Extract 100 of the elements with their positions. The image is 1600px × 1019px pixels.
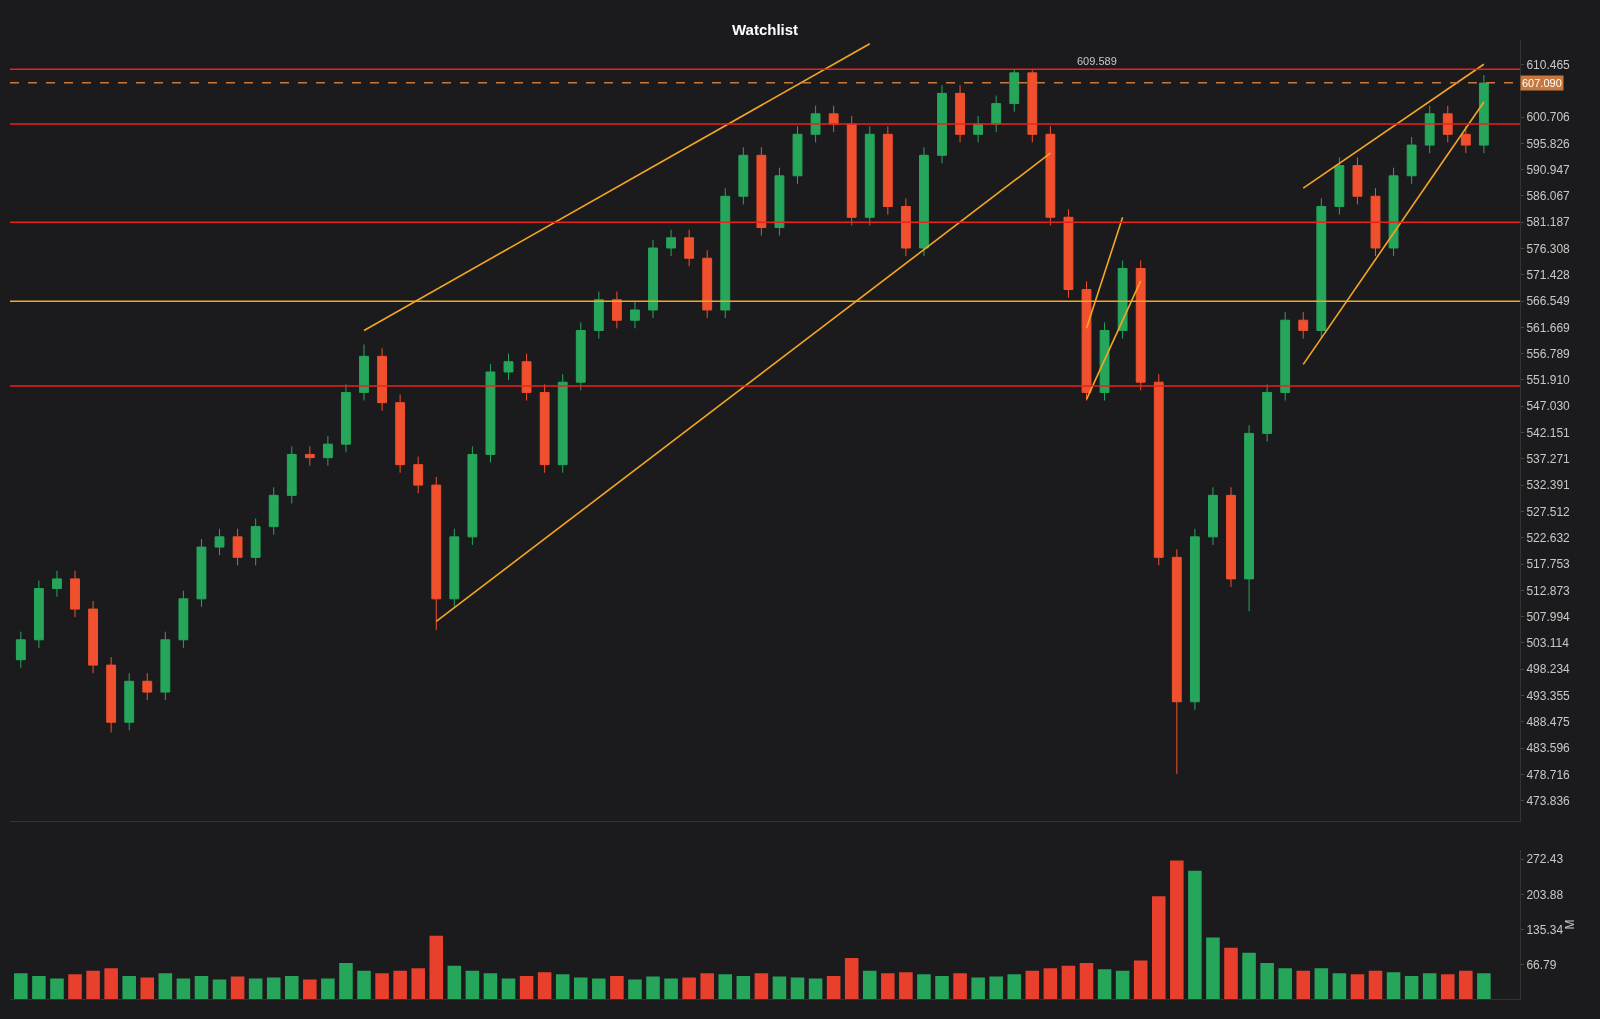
candlestick [1370,187,1381,257]
candlestick [684,229,695,267]
bar [1061,965,1076,999]
y-tick-label: 503.114 [1526,636,1570,651]
candlestick [485,363,496,463]
candlestick [33,580,44,649]
candlestick [1045,125,1056,226]
y-tick-label: 488.475 [1526,715,1571,730]
bar [899,972,913,999]
bar [1386,972,1401,999]
candlestick [810,105,821,143]
bar [321,978,335,999]
candlestick [1388,167,1399,257]
candlestick [828,105,839,133]
candlestick [973,115,984,143]
bar [537,972,552,999]
ref-line-label: 609.589 [1077,55,1117,67]
bar [429,935,444,999]
candlestick [864,125,875,226]
y-tick-label: 610.465 [1526,57,1571,72]
y-tick-label: 537.271 [1526,452,1571,467]
bar [646,976,660,999]
candlestick [611,291,622,329]
ref-line-label: 607.090 [1522,77,1562,89]
bar [212,979,227,999]
candlestick [1424,105,1435,154]
y-tick-label: 551.910 [1526,373,1571,388]
candlestick [1081,280,1092,402]
y-tick-label: 522.632 [1526,530,1571,545]
candlestick [593,291,604,340]
bar [610,975,624,999]
candlestick [900,197,911,257]
candlestick [955,84,965,143]
candlestick [286,445,297,504]
bar [194,975,209,999]
candlestick [377,347,388,412]
candlestick [846,115,857,226]
candlestick [1226,486,1236,588]
y-tick-label: 527.512 [1526,504,1571,519]
chart-title: Watchlist [732,21,799,38]
y-tick-label: 576.308 [1526,241,1571,256]
bar [411,968,425,999]
bar [808,978,823,999]
bar [862,970,877,999]
candlestick [160,631,171,701]
candlestick [15,631,26,669]
candlestick [1189,528,1200,711]
bar [285,975,299,999]
bar [1350,974,1365,999]
bar [86,970,100,999]
bar [1477,973,1491,999]
y-tick-label: 571.428 [1526,268,1571,283]
bar [1170,860,1184,999]
y-tick-label: 581.187 [1526,215,1571,230]
y-tick-label: 483.596 [1526,741,1571,756]
candlestick [1334,156,1345,216]
bar [158,973,173,999]
candlestick [702,249,713,319]
candlestick [937,84,947,164]
bar [1278,968,1292,999]
y-tick-label: 600.706 [1526,110,1571,125]
bar [483,973,498,999]
candlestick [196,538,207,608]
bar [628,979,642,999]
candlestick [1280,311,1291,402]
bar [393,970,407,999]
bar [375,973,389,999]
candlestick [1099,321,1110,402]
candlestick [1352,156,1363,205]
candlestick [106,656,117,733]
bar [555,974,570,999]
bar [14,973,28,999]
bar [754,973,769,999]
bar [718,974,733,999]
candlestick [630,301,640,329]
candlestick [250,518,261,566]
y-tick-label: 493.355 [1526,688,1571,703]
bar [1025,970,1040,999]
y-tick-label: 473.836 [1526,793,1571,808]
candlestick [395,394,406,474]
bar [501,978,516,999]
candlestick [322,435,333,467]
candlestick [214,528,225,556]
bar [1097,969,1112,999]
y-tick-label: 556.789 [1526,346,1571,361]
candlestick [738,146,749,205]
y-tick-label: 66.79 [1526,957,1557,972]
candlestick [1262,383,1273,442]
candlestick [142,672,153,701]
candlestick [521,353,532,402]
candlestick [919,146,929,257]
candlestick [304,445,315,467]
bar [140,977,155,999]
candlestick [1298,311,1309,340]
candlestick [1063,208,1074,299]
candlestick [1009,68,1020,113]
candlestick [1442,105,1453,143]
candlestick [268,486,279,536]
y-tick-label: 478.716 [1526,767,1571,782]
bar [1332,973,1347,999]
